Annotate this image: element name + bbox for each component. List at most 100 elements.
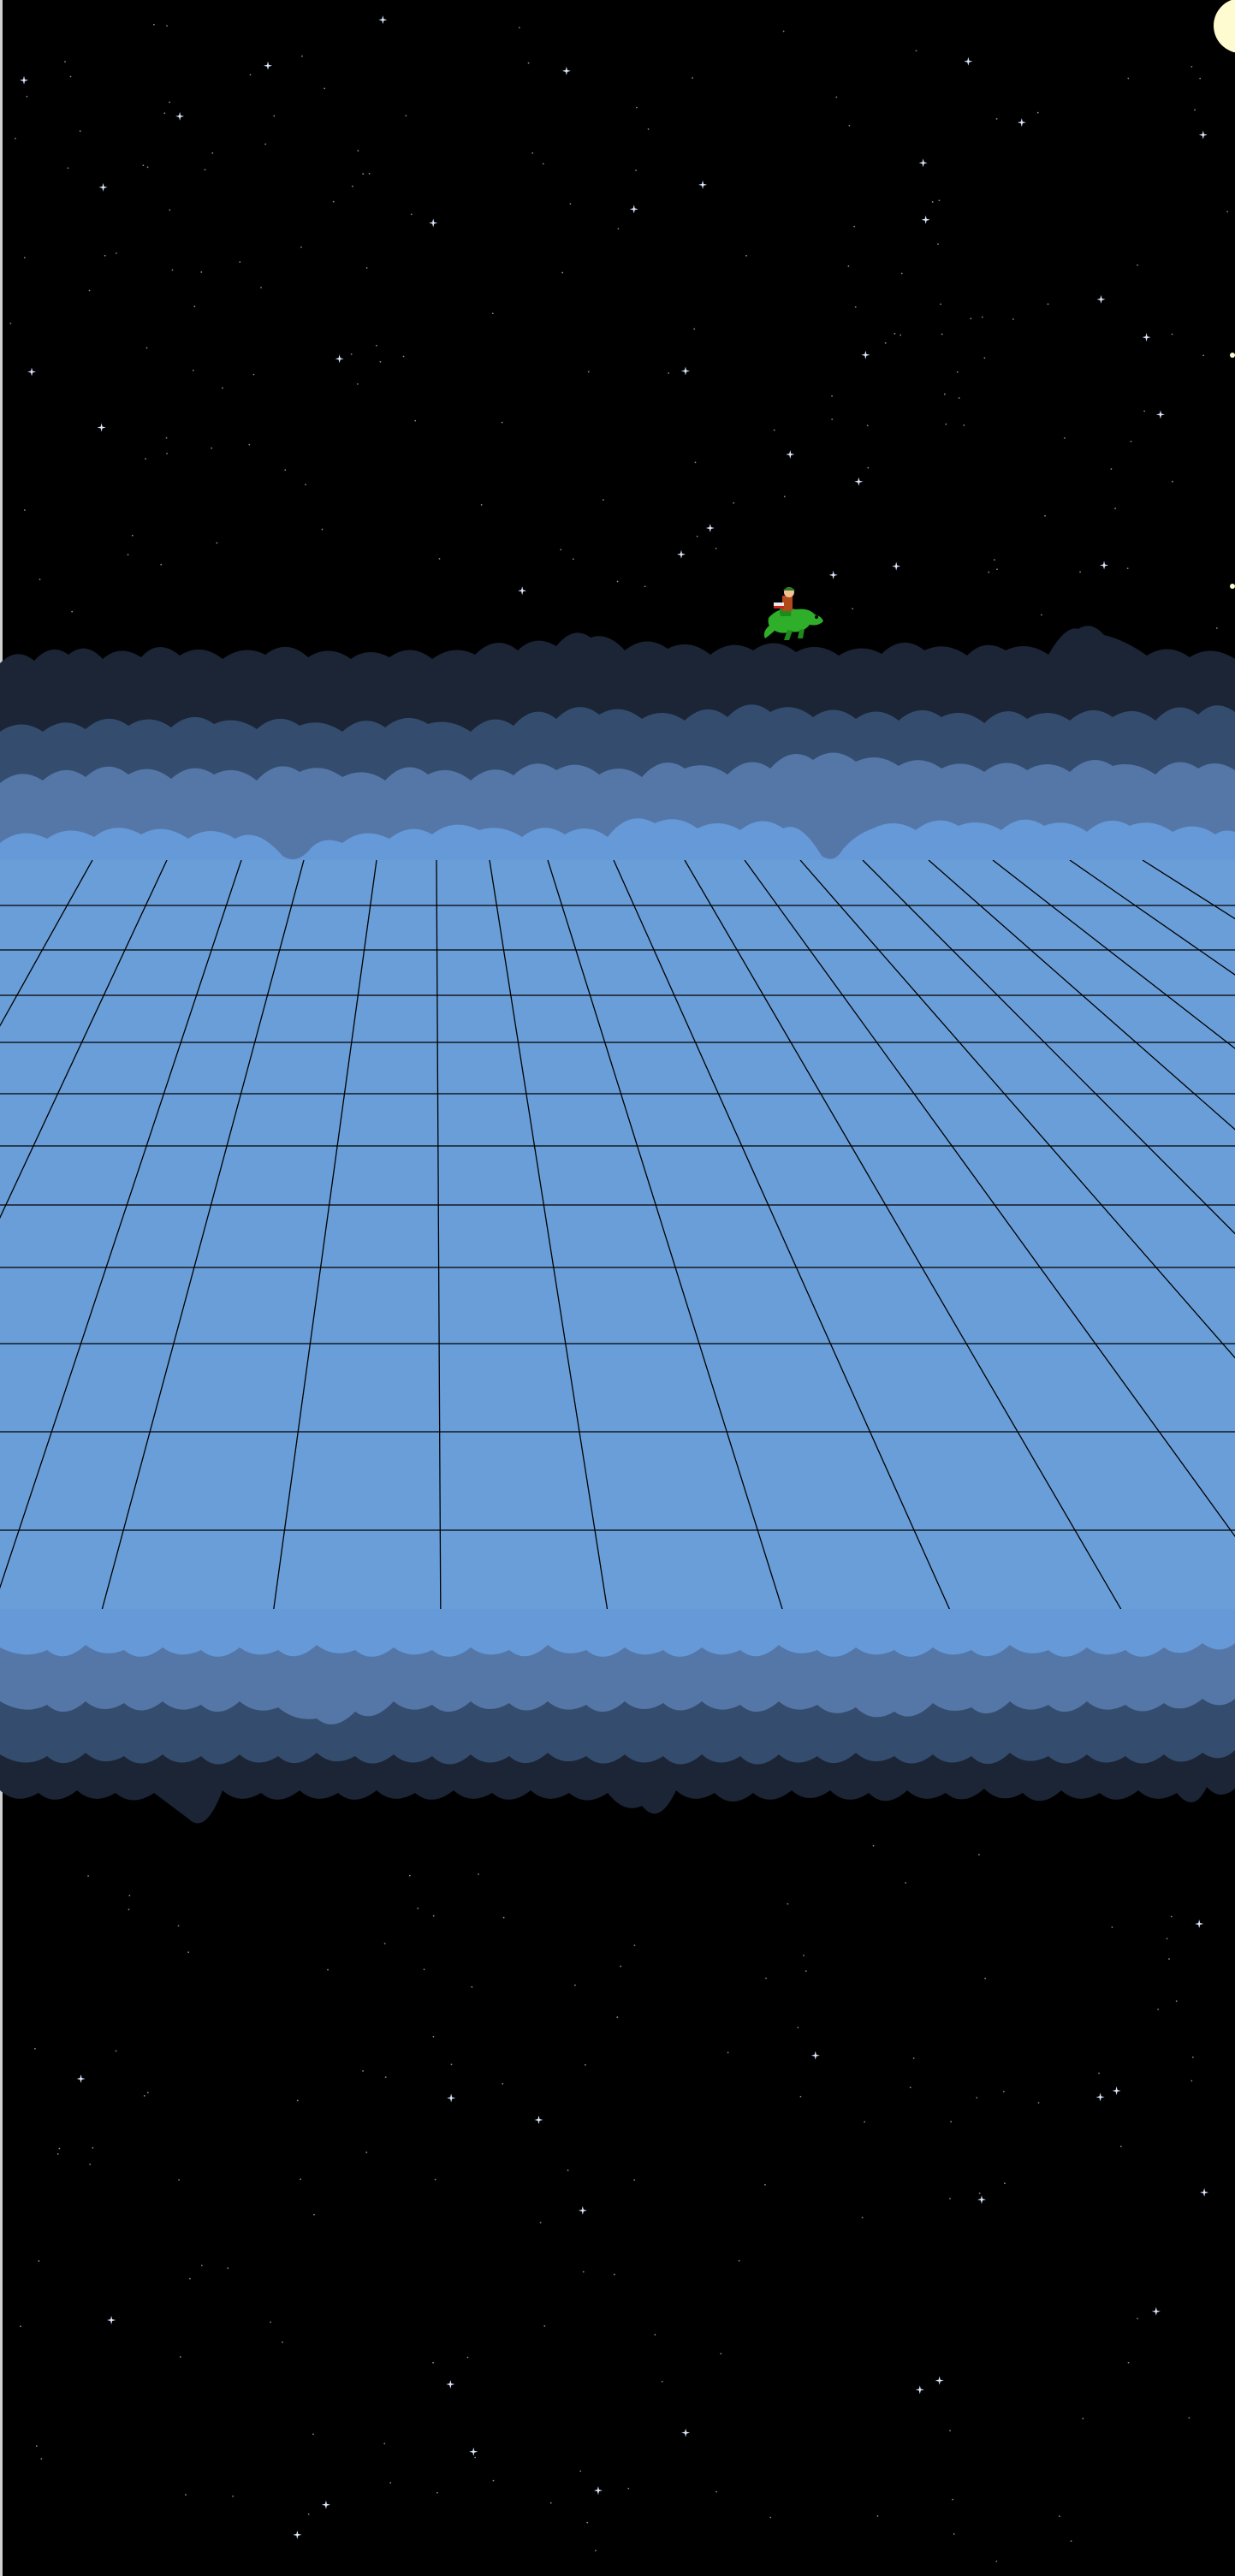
star-dot [694,461,697,464]
star-dot [1070,2540,1072,2543]
star-dot [912,2057,915,2059]
star-dot [351,185,353,187]
star-dot [332,200,335,203]
star-dot [227,2267,229,2270]
star-dot [1190,65,1193,68]
star-dot [362,173,365,175]
star-dot [39,579,41,580]
star-icon [892,561,901,571]
star-dot [1202,354,1205,357]
star-dot [616,2016,619,2018]
star-dot [1079,571,1081,573]
star-dot [160,563,163,566]
moon-glint [1230,584,1235,589]
star-dot [169,101,171,104]
star-icon [861,350,870,359]
star-dot [1172,480,1173,483]
star-dot [480,504,483,506]
star-icon [964,56,973,66]
star-dot [273,115,276,117]
star-dot [232,2495,234,2497]
star-dot [104,254,106,257]
star-dot [324,87,326,90]
star-dot [787,1902,789,1905]
grid-column-line [684,860,1139,1639]
star-icon [98,182,108,192]
star-icon [1112,2086,1121,2096]
star-dot [620,1965,622,1968]
star-icon [469,2447,478,2456]
star-dot [239,261,241,264]
cloud-bank-upper [0,626,1235,881]
star-dot [501,421,503,424]
star-dot [1175,2000,1178,2003]
grid-column-line [992,860,1235,1049]
star-icon [1195,1920,1204,1929]
star-dot [20,2325,21,2328]
star-dot [949,2198,951,2199]
star-dot [958,397,960,399]
star-dot [978,2192,981,2194]
star-dot [69,75,72,78]
star-icon [561,66,571,75]
grid-column-line [862,860,1235,1235]
star-dot [284,469,287,472]
star-dot [1047,303,1049,306]
star-dot [941,333,943,335]
star-icon [828,570,838,579]
star-dot [799,2095,802,2098]
star-dot [357,150,359,151]
star-dot [953,2533,955,2535]
star-dot [1119,2146,1122,2148]
star-dot [543,2324,546,2327]
grid-column-line [269,860,377,1639]
star-dot [582,2270,585,2273]
star-dot [432,2361,434,2364]
star-icon [76,2074,86,2083]
grid-column-line [436,860,442,1639]
star-dot [579,2470,582,2472]
star-dot [179,2356,181,2358]
star-icon [335,354,344,364]
star-dot [715,547,717,549]
star-dot [633,2179,636,2181]
star-icon [629,205,638,214]
star-dot [305,484,306,486]
star-dot [327,1968,329,1971]
star-dot [915,50,917,52]
moon-glint [1230,353,1235,358]
star-dot [1166,1938,1168,1940]
star-dot [644,585,646,588]
star-dot [1004,2182,1006,2185]
star-dot [204,169,206,171]
star-dot [797,2027,799,2029]
star-dot [64,61,66,62]
star-dot [861,2217,864,2219]
dragon-rider[interactable] [763,587,823,640]
star-dot [128,1908,130,1911]
star-dot [1226,211,1229,213]
star-dot [894,332,896,335]
star-dot [1191,2056,1194,2058]
star-icon [921,215,930,224]
star-dot [300,2178,301,2181]
star-dot [192,369,194,371]
star-dot [260,287,262,288]
star-dot [1040,614,1042,616]
star-dot [1137,264,1138,266]
star-dot [71,610,74,613]
star-dot [981,316,983,318]
star-dot [145,347,148,349]
star-icon [1200,2187,1209,2197]
star-dot [171,269,174,271]
star-dot [1111,1926,1113,1928]
star-dot [131,534,134,537]
grid-column-line [489,860,613,1639]
star-dot [143,2095,145,2097]
star-dot [163,112,166,115]
star-dot [146,166,149,169]
star-dot [200,2264,203,2267]
star-dot [357,383,359,385]
star-dot [872,1844,875,1847]
